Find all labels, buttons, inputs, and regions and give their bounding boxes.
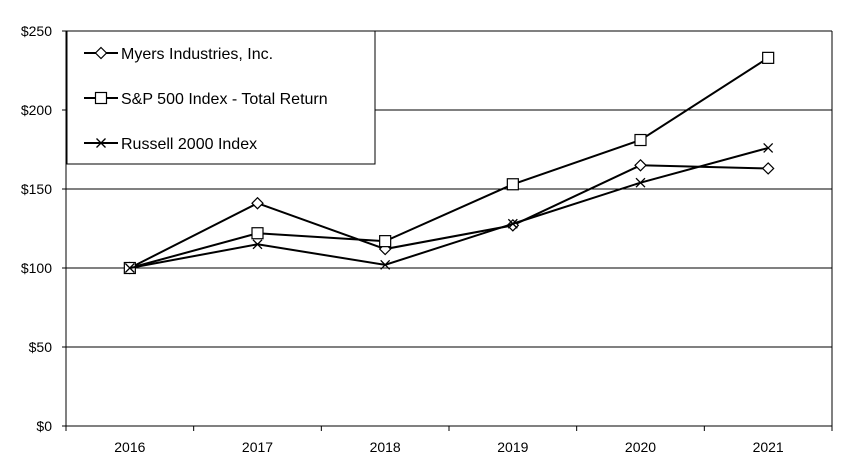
x-mark-stroke (635, 177, 646, 188)
x-tick-label: 2016 (114, 439, 145, 455)
y-tick-label: $250 (21, 23, 52, 39)
x-data-point (507, 218, 518, 229)
x-data-point (763, 142, 774, 153)
legend-item: S&P 500 Index - Total Return (84, 91, 328, 108)
diamond-data-point (634, 158, 647, 172)
x-tick-label: 2019 (497, 439, 528, 455)
series-diamond (123, 158, 775, 275)
series-line (129, 57, 769, 269)
legend-label: Myers Industries, Inc. (121, 46, 273, 63)
square-data-point (506, 178, 519, 191)
diamond-data-point (761, 162, 775, 175)
x-tick-label: 2017 (242, 439, 273, 455)
axes: $0 $50 $100 $150 $200 $250 2016 2017 2018 2019 202… (21, 23, 833, 455)
series-group (123, 51, 775, 275)
y-tick-label: $100 (21, 260, 52, 276)
x-data-point (635, 177, 646, 188)
legend: Myers Industries, Inc. S&P 500 Index - To… (66, 30, 376, 165)
series-line (129, 146, 769, 269)
x-data-point (124, 263, 135, 273)
series-line (129, 164, 769, 269)
x-mark-stroke (252, 239, 263, 250)
x-tick-label: 2020 (625, 439, 656, 455)
x-mark-stroke (763, 142, 774, 153)
diamond-data-point (251, 196, 264, 210)
square-data-point (251, 227, 264, 240)
legend-label: Russell 2000 Index (121, 136, 257, 153)
x-data-point (252, 239, 263, 250)
x-tick-label: 2021 (753, 439, 784, 455)
y-tick-label: $200 (21, 102, 52, 118)
y-tick-label: $150 (21, 181, 52, 197)
x-mark-stroke (507, 218, 518, 229)
x-mark-stroke (124, 263, 135, 273)
x-data-point (380, 259, 391, 270)
y-tick-label: $0 (36, 418, 52, 434)
square-data-point (762, 51, 775, 64)
x-mark-stroke (380, 259, 391, 270)
legend-square-icon (94, 91, 108, 105)
series-x (124, 142, 774, 273)
legend-item: Russell 2000 Index (84, 136, 257, 153)
square-data-point (379, 235, 392, 248)
square-data-point (634, 133, 647, 147)
legend-x-icon (96, 138, 106, 148)
legend-box (66, 30, 376, 165)
y-tick-label: $50 (29, 339, 53, 355)
legend-diamond-icon (94, 46, 108, 60)
legend-item: Myers Industries, Inc. (84, 46, 273, 63)
x-mark-stroke (96, 138, 106, 148)
legend-label: S&P 500 Index - Total Return (121, 91, 328, 108)
x-tick-label: 2018 (370, 439, 401, 455)
